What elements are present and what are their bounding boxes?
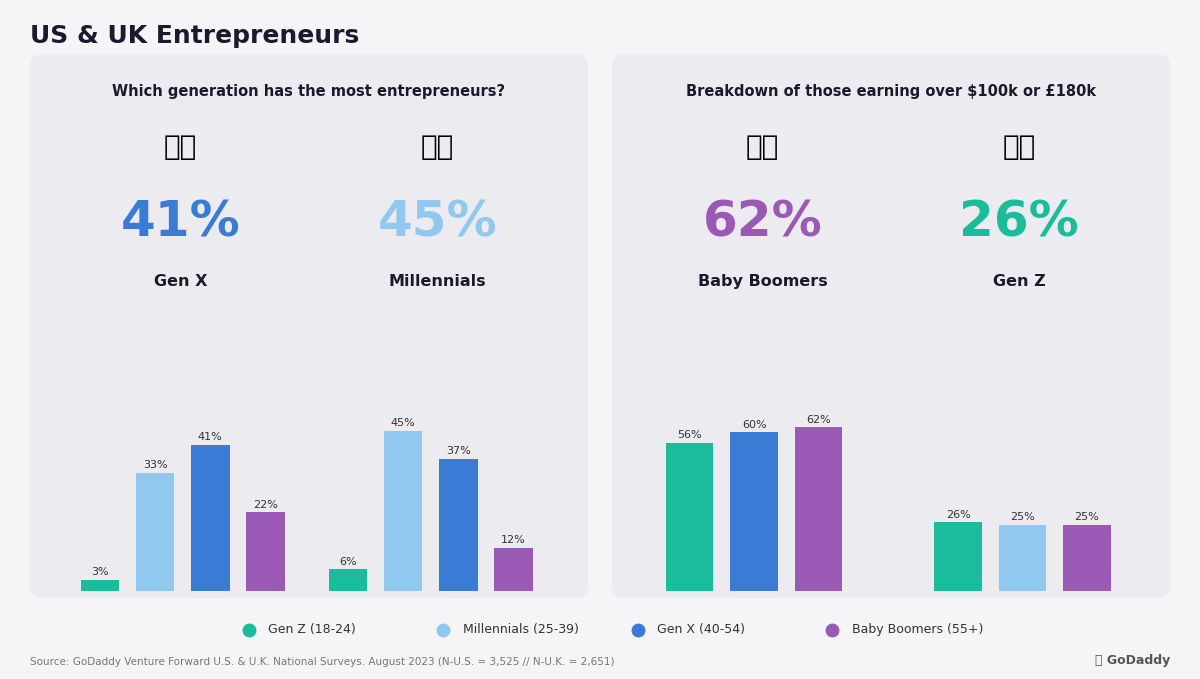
Text: 25%: 25% xyxy=(1074,513,1099,522)
Text: Baby Boomers: Baby Boomers xyxy=(697,274,828,289)
Text: 25%: 25% xyxy=(1010,513,1034,522)
Text: Gen Z (18-24): Gen Z (18-24) xyxy=(269,623,356,636)
Text: 56%: 56% xyxy=(677,430,702,441)
Bar xyxy=(329,570,367,591)
Text: 🇬🇧: 🇬🇧 xyxy=(421,133,454,161)
Text: Gen X (40-54): Gen X (40-54) xyxy=(658,623,745,636)
Text: 3%: 3% xyxy=(91,567,109,577)
Bar xyxy=(935,522,982,591)
Bar xyxy=(191,445,229,591)
Text: Millennials (25-39): Millennials (25-39) xyxy=(463,623,578,636)
Text: 45%: 45% xyxy=(391,418,415,428)
Bar xyxy=(794,426,842,591)
Text: 6%: 6% xyxy=(340,557,356,566)
Bar xyxy=(246,513,284,591)
Bar xyxy=(1063,525,1110,591)
Text: 45%: 45% xyxy=(378,198,497,246)
Text: 62%: 62% xyxy=(703,198,822,246)
Text: Breakdown of those earning over $100k or £180k: Breakdown of those earning over $100k or… xyxy=(686,84,1096,99)
Bar xyxy=(80,580,119,591)
Text: Millennials: Millennials xyxy=(389,274,486,289)
Bar xyxy=(731,432,778,591)
Bar xyxy=(384,430,422,591)
Text: 🇬🇧: 🇬🇧 xyxy=(1003,133,1036,161)
Text: Baby Boomers (55+): Baby Boomers (55+) xyxy=(852,623,983,636)
Text: 12%: 12% xyxy=(502,535,526,545)
Text: Gen X: Gen X xyxy=(154,274,208,289)
FancyBboxPatch shape xyxy=(30,54,588,598)
Text: 22%: 22% xyxy=(253,500,277,509)
Text: 62%: 62% xyxy=(806,415,830,424)
Text: 41%: 41% xyxy=(121,198,240,246)
Text: 41%: 41% xyxy=(198,432,222,442)
Text: Which generation has the most entrepreneurs?: Which generation has the most entreprene… xyxy=(113,84,505,99)
Text: 60%: 60% xyxy=(742,420,767,430)
Bar xyxy=(998,525,1046,591)
Text: 26%: 26% xyxy=(960,198,1079,246)
Text: 37%: 37% xyxy=(446,446,470,456)
Text: 🇺🇸: 🇺🇸 xyxy=(746,133,779,161)
Text: Gen Z: Gen Z xyxy=(992,274,1045,289)
Bar xyxy=(136,473,174,591)
Text: Ⓠ GoDaddy: Ⓠ GoDaddy xyxy=(1094,654,1170,667)
Bar xyxy=(666,443,713,591)
Bar xyxy=(494,548,533,591)
Text: 🇺🇸: 🇺🇸 xyxy=(164,133,197,161)
FancyBboxPatch shape xyxy=(612,54,1170,598)
Text: US & UK Entrepreneurs: US & UK Entrepreneurs xyxy=(30,24,359,48)
Text: 33%: 33% xyxy=(143,460,167,471)
Bar xyxy=(439,459,478,591)
Text: 26%: 26% xyxy=(946,510,971,520)
Text: Source: GoDaddy Venture Forward U.S. & U.K. National Surveys. August 2023 (N-U.S: Source: GoDaddy Venture Forward U.S. & U… xyxy=(30,657,614,667)
